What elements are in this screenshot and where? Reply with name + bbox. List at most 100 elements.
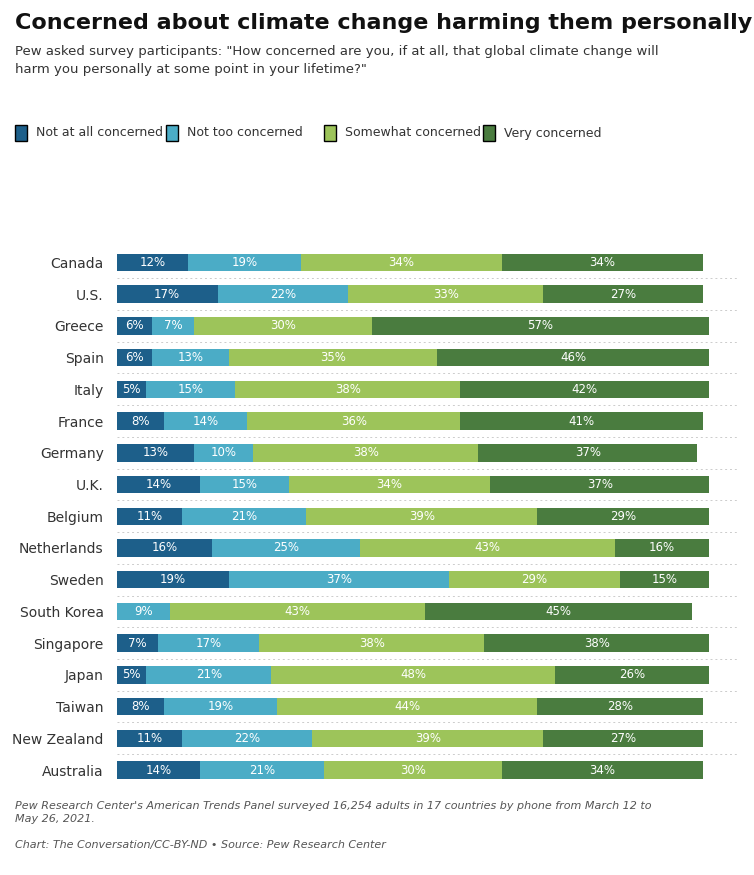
Bar [117, 349, 152, 367]
Text: 15%: 15% [652, 573, 678, 586]
Text: 8%: 8% [131, 415, 150, 428]
Bar [348, 285, 544, 303]
Text: 34%: 34% [590, 256, 616, 269]
Bar [117, 507, 182, 525]
Text: 7%: 7% [164, 319, 182, 332]
Text: 8%: 8% [131, 700, 150, 713]
Bar [502, 761, 703, 779]
Bar [146, 666, 271, 683]
Text: 22%: 22% [234, 732, 260, 745]
Bar [117, 285, 218, 303]
Bar [360, 539, 615, 556]
Bar [484, 634, 710, 652]
Text: 46%: 46% [560, 351, 586, 364]
Text: 44%: 44% [394, 700, 420, 713]
Bar [615, 539, 710, 556]
Text: 39%: 39% [415, 732, 441, 745]
Text: 19%: 19% [207, 700, 234, 713]
Bar [277, 698, 538, 716]
Text: 30%: 30% [270, 319, 296, 332]
Text: Pew Research Center's American Trends Panel surveyed 16,254 adults in 17 countri: Pew Research Center's American Trends Pa… [15, 801, 651, 824]
Text: 36%: 36% [341, 415, 367, 428]
Bar [117, 634, 158, 652]
Text: 6%: 6% [125, 319, 144, 332]
Bar [538, 507, 710, 525]
Bar [229, 571, 449, 588]
Bar [538, 698, 703, 716]
Text: 16%: 16% [152, 542, 177, 555]
Text: 43%: 43% [474, 542, 500, 555]
Bar [117, 412, 164, 430]
Bar [437, 349, 710, 367]
Bar [117, 571, 229, 588]
Bar [461, 381, 710, 398]
Bar [259, 634, 484, 652]
Text: 33%: 33% [433, 288, 458, 301]
Bar [182, 507, 306, 525]
Bar [200, 761, 324, 779]
Text: 21%: 21% [249, 764, 275, 776]
Text: 10%: 10% [210, 446, 237, 459]
Bar [164, 698, 277, 716]
Text: 25%: 25% [273, 542, 299, 555]
Bar [425, 603, 691, 620]
Text: 21%: 21% [231, 510, 257, 522]
Text: 14%: 14% [146, 764, 171, 776]
Bar [117, 254, 188, 271]
Text: 28%: 28% [608, 700, 633, 713]
Text: 29%: 29% [610, 510, 636, 522]
Bar [117, 698, 164, 716]
Bar [461, 412, 703, 430]
Bar [478, 444, 697, 461]
Bar [170, 603, 425, 620]
Text: 11%: 11% [136, 732, 163, 745]
Text: 38%: 38% [353, 446, 379, 459]
Bar [544, 285, 703, 303]
Text: 17%: 17% [154, 288, 180, 301]
Text: 21%: 21% [195, 668, 222, 682]
Bar [247, 412, 461, 430]
Bar [306, 507, 538, 525]
Text: 19%: 19% [160, 573, 186, 586]
Text: 41%: 41% [569, 415, 595, 428]
Text: 14%: 14% [193, 415, 219, 428]
Text: 11%: 11% [136, 510, 163, 522]
Text: 13%: 13% [143, 446, 168, 459]
Text: 15%: 15% [178, 383, 204, 396]
Bar [117, 730, 182, 747]
Text: Chart: The Conversation/CC-BY-ND • Source: Pew Research Center: Chart: The Conversation/CC-BY-ND • Sourc… [15, 840, 386, 850]
Bar [194, 317, 372, 334]
Text: 45%: 45% [545, 605, 572, 618]
Text: Not at all concerned: Not at all concerned [36, 127, 163, 139]
Bar [235, 381, 461, 398]
Text: 9%: 9% [134, 605, 153, 618]
Text: 26%: 26% [619, 668, 645, 682]
Text: 38%: 38% [584, 637, 610, 649]
Text: 43%: 43% [284, 605, 311, 618]
Text: 27%: 27% [610, 732, 636, 745]
Text: 19%: 19% [231, 256, 257, 269]
Bar [544, 730, 703, 747]
Bar [117, 444, 194, 461]
Bar [117, 476, 200, 494]
Bar [301, 254, 502, 271]
Bar [229, 349, 437, 367]
Text: Somewhat concerned: Somewhat concerned [345, 127, 481, 139]
Text: 38%: 38% [359, 637, 385, 649]
Bar [212, 539, 360, 556]
Text: 29%: 29% [522, 573, 547, 586]
Text: 5%: 5% [122, 383, 141, 396]
Text: Not too concerned: Not too concerned [187, 127, 303, 139]
Bar [152, 349, 229, 367]
Text: 12%: 12% [139, 256, 165, 269]
Bar [449, 571, 621, 588]
Text: 37%: 37% [575, 446, 601, 459]
Bar [372, 317, 710, 334]
Text: 57%: 57% [528, 319, 553, 332]
Bar [158, 634, 259, 652]
Bar [164, 412, 247, 430]
Bar [152, 317, 194, 334]
Bar [555, 666, 710, 683]
Text: 16%: 16% [649, 542, 675, 555]
Bar [117, 603, 170, 620]
